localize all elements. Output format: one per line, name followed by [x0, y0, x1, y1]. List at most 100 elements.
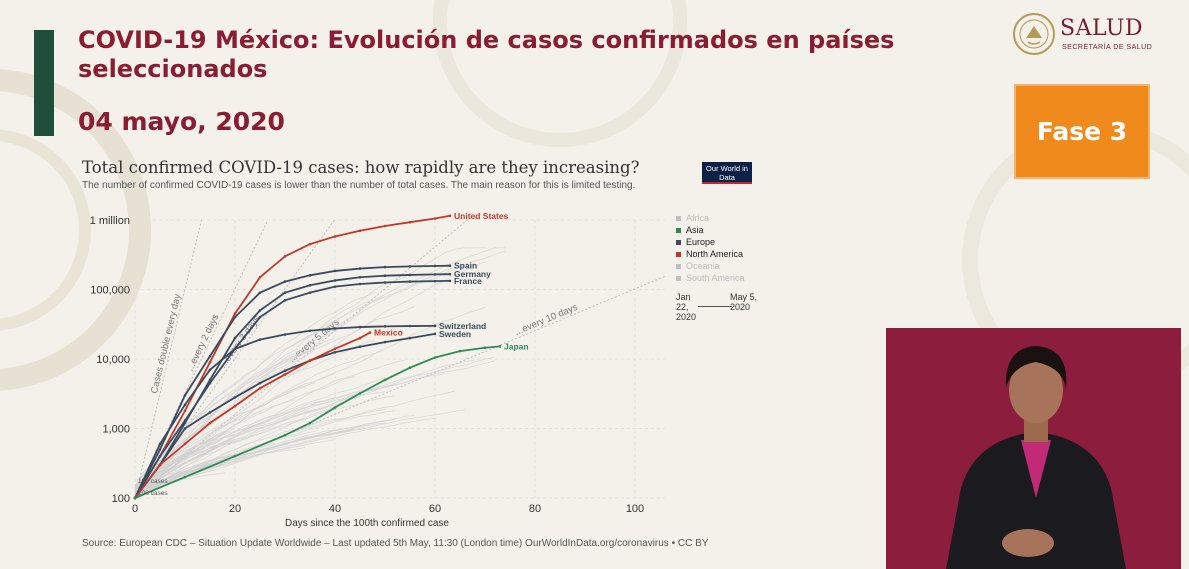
- background-country-line: [134, 359, 476, 493]
- series-point: [158, 463, 162, 467]
- reference-label: Cases double every day: [149, 293, 183, 395]
- series-point: [183, 403, 187, 407]
- series-point: [433, 217, 437, 220]
- legend-item[interactable]: South America: [676, 272, 766, 284]
- background-country-line: [134, 444, 216, 493]
- series-point: [433, 264, 437, 268]
- series-point: [208, 421, 212, 425]
- timeline-slider[interactable]: [698, 306, 732, 307]
- series-point: [458, 349, 462, 353]
- series-point: [383, 281, 387, 284]
- background-country-line: [134, 356, 496, 493]
- series-point: [383, 274, 387, 277]
- series-point: [308, 291, 312, 294]
- series-point: [258, 338, 262, 341]
- series-label: France: [454, 276, 482, 286]
- series-point: [433, 273, 437, 276]
- series-point: [283, 298, 287, 302]
- background-country-line: [134, 340, 376, 488]
- background-country-line: [134, 426, 366, 495]
- series-point: [383, 378, 387, 382]
- series-point: [283, 255, 287, 258]
- y-tick-label: 10,000: [96, 354, 130, 366]
- timeline-control[interactable]: Jan 22, 2020 May 5, 2020: [676, 292, 766, 322]
- sign-language-interpreter: [886, 328, 1181, 569]
- timeline-start: Jan 22, 2020: [676, 292, 697, 322]
- x-axis-label: Days since the 100th confirmed case: [285, 518, 449, 529]
- series-point: [208, 354, 212, 358]
- legend-item[interactable]: North America: [676, 248, 766, 260]
- background-country-line: [134, 430, 316, 494]
- series-point: [333, 347, 337, 351]
- legend-item[interactable]: Europe: [676, 236, 766, 248]
- series-point: [358, 275, 362, 279]
- series-point: [483, 346, 487, 350]
- slide-title: COVID-19 México: Evolución de casos conf…: [78, 26, 895, 83]
- legend-label: South America: [686, 273, 745, 283]
- eagle-seal-icon: [1013, 13, 1055, 55]
- interpreter-figure: [946, 346, 1126, 569]
- series-point: [283, 280, 287, 283]
- series-point: [308, 421, 312, 425]
- series-point: [408, 366, 412, 369]
- series-point: [133, 496, 137, 500]
- series-point: [408, 265, 412, 268]
- source-site[interactable]: OurWorldInData.org/coronavirus • CC BY: [525, 538, 709, 549]
- series-point: [433, 279, 437, 283]
- series-point: [408, 220, 412, 224]
- chart-title: Total confirmed COVID-19 cases: how rapi…: [82, 158, 640, 177]
- legend-label: Asia: [686, 225, 704, 235]
- series-point: [283, 433, 287, 437]
- series-point: [183, 419, 187, 422]
- chart-subtitle: The number of confirmed COVID-19 cases i…: [82, 180, 636, 191]
- legend-swatch: [676, 239, 681, 245]
- background-country-line: [134, 373, 446, 491]
- background-country-line: [134, 360, 496, 492]
- legend-item[interactable]: Asia: [676, 224, 766, 236]
- series-point: [258, 386, 262, 390]
- x-tick-label: 40: [329, 503, 341, 515]
- x-tick-label: 80: [529, 503, 541, 515]
- background-country-line: [134, 422, 266, 490]
- phase-badge: Fase 3: [1014, 84, 1150, 179]
- series-line: [134, 264, 451, 499]
- series-point: [308, 283, 312, 287]
- chart-plot: Cases double every day ...every 2 days...…: [90, 211, 666, 515]
- legend-item[interactable]: Oceania: [676, 260, 766, 272]
- logo-name: SALUD: [1060, 16, 1144, 41]
- legend-swatch: [676, 227, 681, 233]
- series-point: [368, 331, 372, 334]
- legend-label: Europe: [686, 237, 716, 247]
- reference-line: [134, 219, 269, 499]
- series-point: [283, 369, 287, 372]
- y-tick-label: 1,000: [102, 424, 130, 436]
- background-country-line: [134, 382, 316, 490]
- series-point: [333, 327, 337, 330]
- series-line: [134, 324, 436, 499]
- series-point: [308, 274, 312, 277]
- series-point: [208, 381, 212, 385]
- timeline-end: May 5, 2020: [730, 292, 758, 312]
- series-point: [208, 378, 212, 382]
- series-label: Mexico: [374, 328, 403, 338]
- series-point: [308, 329, 312, 333]
- x-tick-label: 60: [429, 503, 441, 515]
- source-text: Source: European CDC – Situation Update …: [82, 538, 523, 549]
- series-point: [183, 475, 187, 479]
- background-country-line: [134, 409, 466, 495]
- series-point: [408, 280, 412, 283]
- series-point: [283, 291, 287, 294]
- series-point: [448, 214, 452, 218]
- legend-item[interactable]: Africa: [676, 212, 766, 224]
- series-layer: [133, 214, 502, 500]
- background-country-line: [134, 388, 376, 491]
- chart-legend: Africa Asia Europe North America Oceania Sout…: [676, 212, 766, 284]
- x-tick-label: 20: [229, 503, 241, 515]
- series-point: [233, 315, 237, 319]
- series-point: [433, 356, 437, 359]
- series-point: [433, 332, 437, 336]
- series-point: [358, 267, 362, 270]
- series-point: [358, 336, 362, 340]
- series-point: [183, 394, 187, 397]
- y-tick-label: 100: [112, 493, 130, 505]
